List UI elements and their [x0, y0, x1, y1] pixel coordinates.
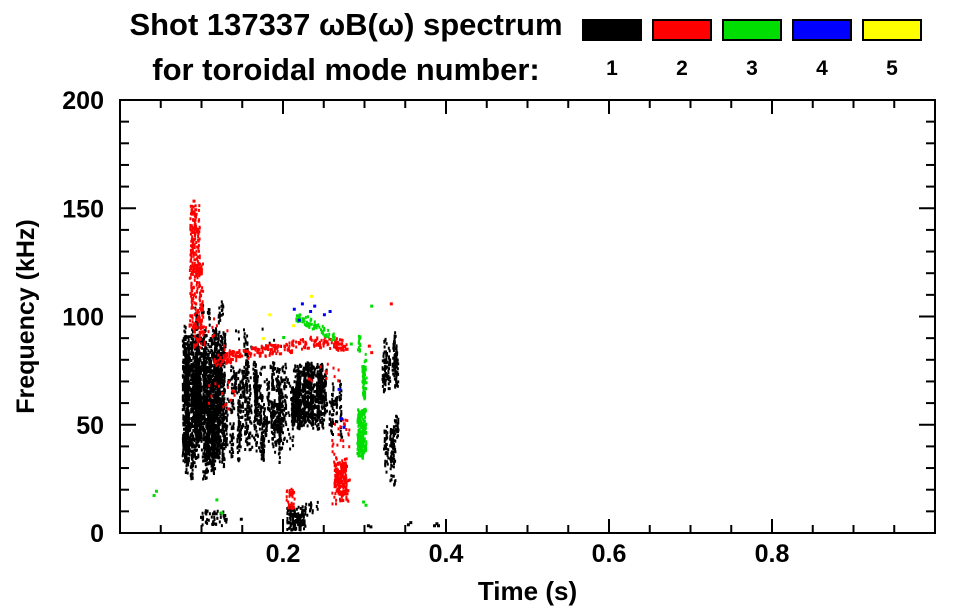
scatter-points	[200, 509, 228, 528]
scatter-points	[292, 364, 326, 428]
x-axis-tick-labels: 0.2 0.4 0.6 0.8	[266, 540, 790, 568]
scatter-points	[190, 199, 198, 216]
svg-text:0.6: 0.6	[592, 540, 627, 568]
x-axis-title: Time (s)	[478, 576, 577, 606]
scatter-points	[295, 313, 336, 342]
series-n2	[188, 199, 393, 510]
legend-swatch	[792, 19, 852, 41]
scatter-points	[188, 262, 205, 331]
series-n3	[152, 304, 374, 515]
scatter-points	[357, 334, 368, 401]
legend-label: 1	[606, 57, 618, 80]
scatter-points	[189, 204, 201, 277]
scatter-points	[333, 461, 348, 499]
scatter-points	[285, 487, 296, 510]
scatter-points	[381, 331, 400, 394]
legend-label: 2	[676, 57, 688, 80]
scatter-points	[223, 364, 295, 454]
svg-text:0.2: 0.2	[266, 540, 301, 568]
legend-item-n5: 5	[862, 19, 922, 80]
legend-item-n4: 4	[792, 19, 852, 80]
legend-swatch	[652, 19, 712, 41]
svg-text:200: 200	[62, 87, 104, 115]
svg-text:0.4: 0.4	[429, 540, 464, 568]
y-axis-title: Frequency (kHz)	[12, 219, 40, 413]
legend-item-n3: 3	[722, 19, 782, 80]
svg-text:0: 0	[90, 520, 104, 548]
legend-swatch	[722, 19, 782, 41]
scatter-points	[389, 474, 397, 487]
scatter-points	[286, 504, 307, 532]
legend-swatch	[582, 19, 642, 41]
scatter-points	[305, 500, 319, 517]
svg-text:0.8: 0.8	[755, 540, 790, 568]
legend-item-n2: 2	[652, 19, 712, 80]
y-axis-tick-labels: 0 50 100 150 200	[62, 87, 104, 548]
scatter-points	[239, 517, 440, 529]
legend-label: 3	[746, 57, 758, 80]
scatter-points	[356, 407, 368, 458]
legend-label: 4	[816, 57, 828, 80]
plot-frame	[119, 99, 936, 534]
legend-swatch	[862, 19, 922, 41]
scatter-points	[191, 316, 206, 350]
scatter-points	[213, 335, 349, 368]
svg-text:100: 100	[62, 304, 104, 332]
svg-text:150: 150	[62, 195, 104, 223]
chart-title: Shot 137337 ωB(ω) spectrum for toroidal …	[0, 2, 692, 92]
chart-title-line2: for toroidal mode number:	[152, 52, 540, 87]
scatter-points	[328, 379, 344, 439]
chart-title-line1: Shot 137337 ωB(ω) spectrum	[129, 7, 563, 42]
scatter-points	[224, 360, 296, 464]
x-axis-ticks	[159, 101, 896, 532]
series-n1	[181, 300, 440, 532]
y-axis-ticks	[121, 99, 934, 534]
legend: 1 2 3 4 5	[582, 19, 922, 80]
svg-text:50: 50	[76, 412, 104, 440]
legend-label: 5	[886, 57, 898, 80]
scatter-points	[307, 362, 340, 383]
legend-item-n1: 1	[582, 19, 642, 80]
scatter-points	[383, 414, 400, 474]
scatter-points	[184, 333, 224, 461]
scatter-points	[241, 328, 250, 399]
